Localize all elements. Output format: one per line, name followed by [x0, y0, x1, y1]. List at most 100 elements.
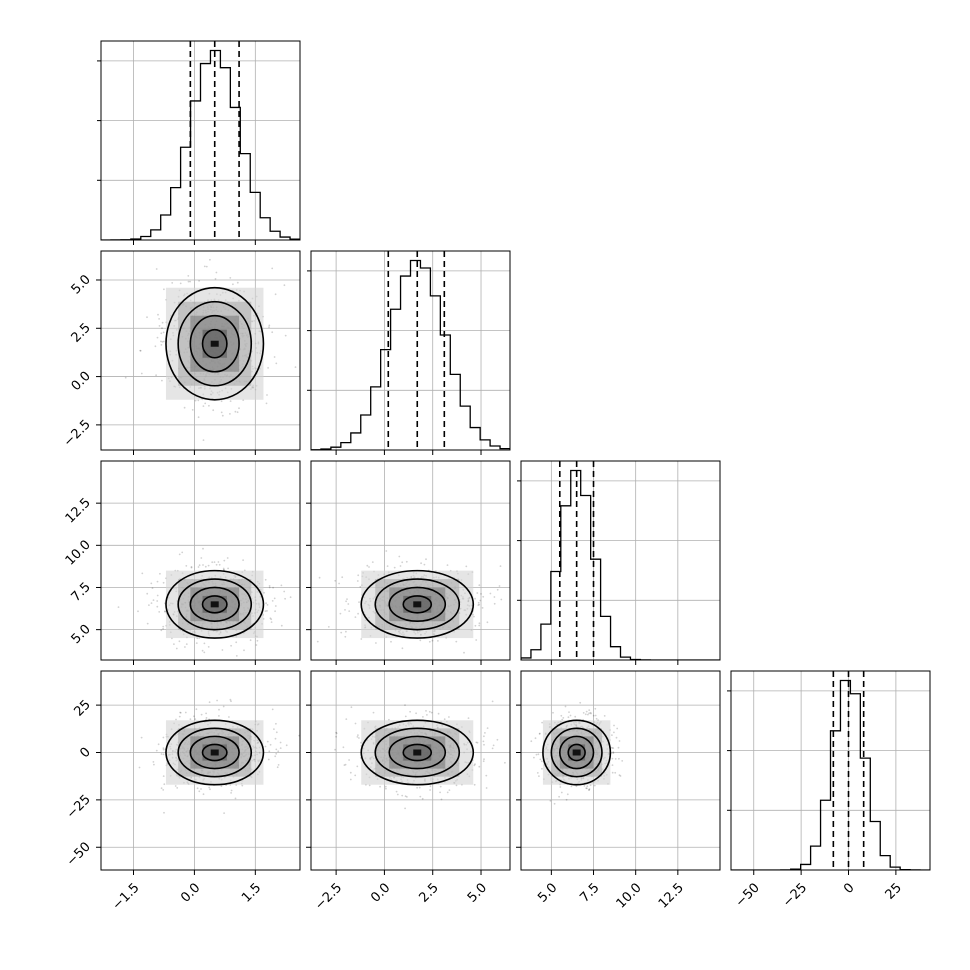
sample-point [484, 732, 486, 734]
sample-point [268, 586, 271, 589]
sample-point [216, 699, 219, 702]
sample-point [162, 340, 165, 343]
sample-point [266, 740, 269, 743]
sample-point [477, 604, 480, 606]
sample-point [208, 786, 211, 789]
sample-point [162, 747, 165, 750]
sample-point [160, 340, 162, 343]
sample-point [277, 750, 280, 753]
sample-point [611, 734, 613, 736]
sample-point [264, 610, 267, 612]
sample-point [236, 411, 239, 414]
y-tick-label: 10.0 [63, 538, 94, 569]
sample-point [289, 596, 292, 599]
sample-point [579, 701, 582, 704]
sample-point [499, 565, 502, 567]
sample-point [139, 349, 142, 352]
sample-point [401, 561, 404, 564]
sample-point [197, 416, 200, 419]
sample-point [476, 592, 479, 594]
x-tick-label: −1.5 [110, 880, 143, 913]
sample-point [160, 753, 163, 755]
sample-point [618, 774, 621, 777]
sample-point [558, 795, 560, 798]
sample-point [371, 561, 374, 563]
sample-point [280, 584, 283, 587]
sample-point [614, 771, 617, 774]
sample-point [588, 789, 590, 791]
sample-point [162, 625, 165, 628]
sample-point [203, 642, 206, 645]
contour-level [165, 286, 265, 401]
sample-point [202, 439, 205, 441]
sample-point [356, 580, 359, 582]
contour-level [567, 743, 586, 762]
sample-point [157, 743, 160, 746]
sample-point [160, 787, 163, 790]
sample-point [437, 712, 440, 715]
contour-level [360, 719, 475, 786]
sample-point [500, 598, 503, 601]
sample-point [162, 753, 165, 756]
sample-point [162, 748, 165, 751]
sample-point [594, 714, 597, 717]
sample-point [140, 736, 143, 739]
sample-point [152, 599, 155, 601]
sample-point [426, 714, 428, 716]
sample-point [153, 763, 155, 766]
panel-3-3: −50 −25 0 25 [727, 670, 931, 910]
x-tick-label: −25 [780, 880, 810, 910]
sample-point [200, 788, 202, 790]
sample-point [162, 789, 165, 791]
y-tick-label: 5.0 [69, 622, 94, 647]
sample-point [396, 793, 399, 796]
sample-point [593, 784, 596, 787]
sample-point [585, 787, 588, 790]
sample-point [164, 610, 166, 613]
sample-point [574, 715, 577, 718]
sample-point [615, 736, 618, 739]
panel-frame [100, 670, 301, 871]
y-tick-label: −50 [64, 839, 94, 869]
sample-point [164, 610, 167, 613]
sample-point [215, 563, 218, 566]
sample-point [274, 610, 276, 613]
sample-point [613, 724, 615, 727]
contour-level [402, 743, 433, 762]
sample-point [538, 732, 541, 735]
sample-point [541, 767, 543, 770]
sample-point [275, 722, 277, 725]
sample-point [584, 713, 587, 716]
panel-1-1 [307, 250, 511, 455]
sample-point [569, 714, 572, 717]
sample-point [204, 402, 207, 405]
sample-point [420, 562, 422, 565]
sample-point [156, 336, 159, 339]
sample-point [483, 735, 485, 738]
sample-point [347, 603, 350, 605]
sample-point [277, 764, 280, 766]
panel-3-1: −2.5 0.0 2.5 5.0 [306, 670, 511, 913]
sample-point [223, 812, 226, 814]
sample-point [437, 640, 439, 642]
sample-point [202, 547, 204, 550]
panel-frame [310, 460, 511, 661]
sample-point [476, 741, 479, 744]
sample-point [475, 741, 478, 744]
sample-point [385, 550, 388, 552]
sample-point [211, 561, 214, 564]
sample-point [242, 559, 245, 561]
x-tick-label: 0.0 [178, 880, 203, 905]
sample-point [223, 559, 226, 562]
sample-point [271, 331, 274, 334]
sample-point [616, 727, 619, 730]
sample-point [404, 715, 407, 718]
sample-point [419, 639, 422, 642]
sample-point [201, 649, 204, 652]
sample-point [366, 564, 369, 567]
sample-point [198, 790, 201, 793]
sample-point [190, 566, 193, 568]
sample-point [431, 639, 434, 642]
sample-point [589, 784, 592, 787]
sample-point [358, 737, 360, 739]
